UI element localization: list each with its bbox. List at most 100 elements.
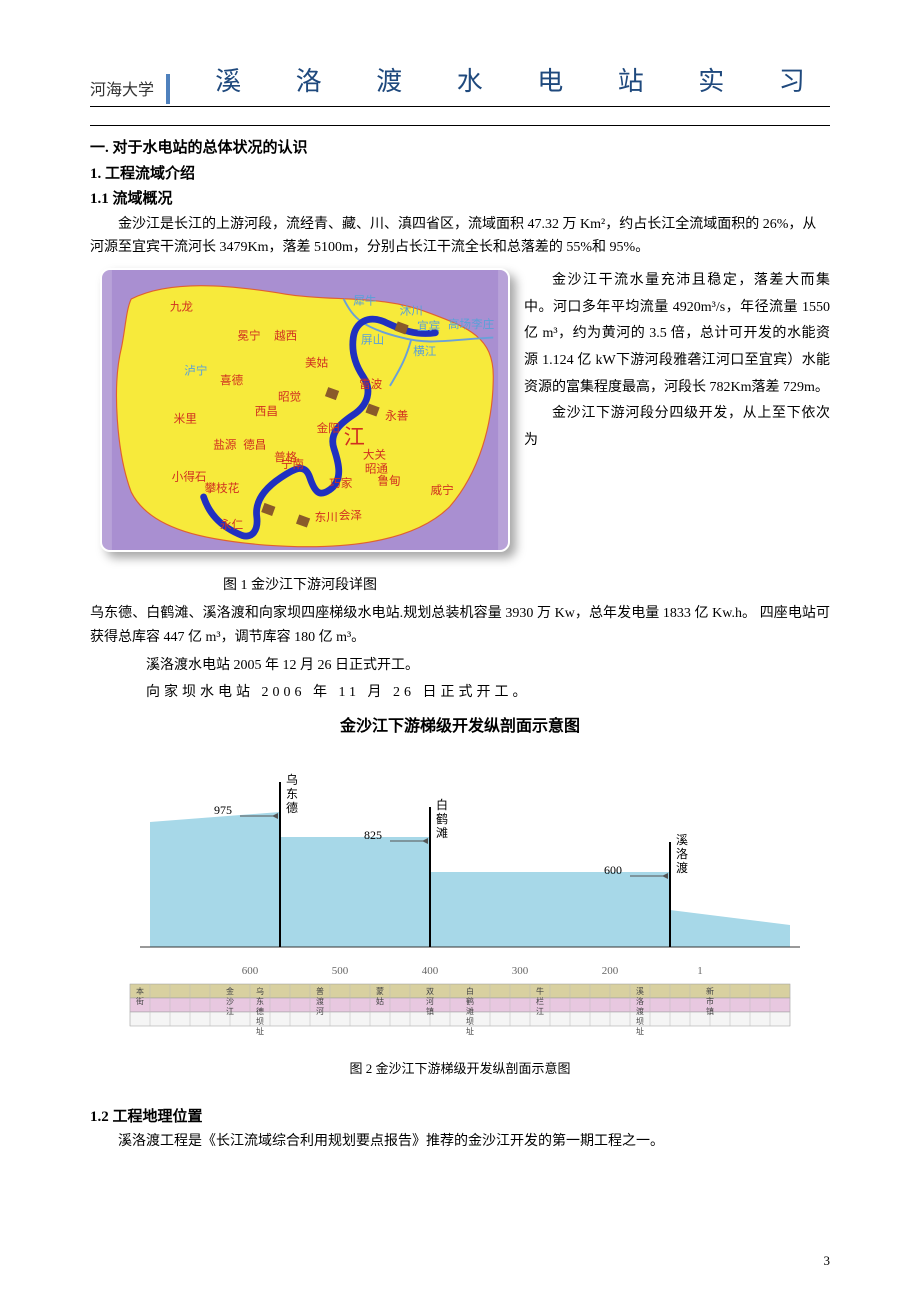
svg-text:普格: 普格 <box>274 450 298 464</box>
page-header: 河海大学 溪 洛 渡 水 电 站 实 习 <box>90 60 830 107</box>
svg-text:德: 德 <box>256 1006 264 1016</box>
svg-text:600: 600 <box>604 863 622 877</box>
svg-text:永善: 永善 <box>385 409 408 423</box>
map-and-sidetext: 九龙冕宁越西喜德米里西昌昭觉盐源德昌宁南小得石攀枝花永仁普格金阳雷波大关昭通鲁甸… <box>90 268 830 598</box>
svg-text:乌: 乌 <box>286 772 298 787</box>
svg-text:溪: 溪 <box>676 833 688 847</box>
svg-text:德昌: 德昌 <box>243 438 266 452</box>
svg-text:江: 江 <box>536 1007 544 1016</box>
svg-text:洛: 洛 <box>676 846 688 861</box>
svg-text:河: 河 <box>426 996 434 1006</box>
paragraph-basin-overview: 金沙江是长江的上游河段，流经青、藏、川、滇四省区，流域面积 47.32 万 Km… <box>90 213 830 261</box>
svg-text:滩: 滩 <box>466 1006 474 1016</box>
section-1-1-heading: 1. 工程流域介绍 <box>90 162 830 188</box>
line-xiangjiaba-start: 向家坝水电站 2006 年 11 月 26 日正式开工。 <box>90 681 830 705</box>
svg-text:沐川: 沐川 <box>400 305 423 318</box>
svg-text:九龙: 九龙 <box>170 301 194 314</box>
svg-text:巧家: 巧家 <box>329 477 353 491</box>
svg-text:金: 金 <box>226 986 234 996</box>
svg-text:威宁: 威宁 <box>431 483 454 497</box>
paragraph-cascade: 乌东德、白鹤滩、溪洛渡和向家坝四座梯级水电站.规划总装机容量 3930 万 Kw… <box>90 602 830 650</box>
map-frame: 九龙冕宁越西喜德米里西昌昭觉盐源德昌宁南小得石攀枝花永仁普格金阳雷波大关昭通鲁甸… <box>100 268 510 552</box>
profile-diagram-title: 金沙江下游梯级开发纵剖面示意图 <box>90 713 830 740</box>
svg-text:825: 825 <box>364 828 382 842</box>
svg-text:李庄: 李庄 <box>471 317 495 331</box>
svg-text:址: 址 <box>256 1026 264 1036</box>
svg-text:街: 街 <box>136 996 144 1006</box>
svg-text:屏山: 屏山 <box>361 334 384 347</box>
svg-text:姑: 姑 <box>376 996 384 1006</box>
svg-text:白: 白 <box>466 986 474 996</box>
svg-text:大关: 大关 <box>363 448 387 462</box>
svg-text:滩: 滩 <box>436 826 448 840</box>
svg-text:美姑: 美姑 <box>305 356 329 370</box>
figure-1-caption: 图 1 金沙江下游河段详图 <box>90 574 510 598</box>
svg-text:栏: 栏 <box>536 996 544 1006</box>
section-1-heading: 一. 对于水电站的总体状况的认识 <box>90 136 830 162</box>
section-1-2-heading: 1.2 工程地理位置 <box>90 1105 830 1131</box>
svg-text:冕宁: 冕宁 <box>237 329 260 343</box>
svg-text:永仁: 永仁 <box>220 518 244 532</box>
svg-text:渡: 渡 <box>316 996 324 1006</box>
svg-text:1: 1 <box>697 965 703 977</box>
figure-2-caption: 图 2 金沙江下游梯级开发纵剖面示意图 <box>90 1058 830 1080</box>
svg-text:400: 400 <box>422 965 439 977</box>
svg-text:洛: 洛 <box>636 996 644 1006</box>
svg-text:米里: 米里 <box>174 413 197 426</box>
profile-svg: 乌东德975白鹤滩825溪洛渡600 <box>100 752 820 962</box>
svg-text:金阳: 金阳 <box>317 421 340 435</box>
svg-text:泸宁: 泸宁 <box>184 364 207 378</box>
svg-text:鲁甸: 鲁甸 <box>377 474 400 488</box>
svg-text:蒙: 蒙 <box>376 986 384 996</box>
paragraph-location: 溪洛渡工程是《长江流域综合利用规划要点报告》推荐的金沙江开发的第一期工程之一。 <box>90 1130 830 1154</box>
svg-text:新: 新 <box>706 986 714 996</box>
svg-text:本: 本 <box>136 986 144 996</box>
svg-text:200: 200 <box>602 965 619 977</box>
section-1-1-1-heading: 1.1 流域概况 <box>90 187 830 213</box>
svg-text:鹤: 鹤 <box>436 811 448 826</box>
figure-2-profile: 乌东德975白鹤滩825溪洛渡600 <box>100 752 820 962</box>
svg-text:盐源: 盐源 <box>213 438 237 452</box>
svg-text:高场: 高场 <box>448 317 471 331</box>
svg-text:横江: 横江 <box>413 344 437 358</box>
header-separator <box>166 74 170 104</box>
svg-text:东川: 东川 <box>315 511 338 524</box>
svg-text:喜德: 喜德 <box>220 373 244 387</box>
header-underline <box>90 125 830 126</box>
svg-text:坝: 坝 <box>636 1017 644 1026</box>
figure-1-container: 九龙冕宁越西喜德米里西昌昭觉盐源德昌宁南小得石攀枝花永仁普格金阳雷波大关昭通鲁甸… <box>90 268 510 598</box>
svg-text:普: 普 <box>316 986 324 996</box>
svg-text:雷波: 雷波 <box>359 378 383 391</box>
svg-text:江: 江 <box>344 425 365 449</box>
header-title: 溪 洛 渡 水 电 站 实 习 <box>194 60 830 104</box>
svg-text:沙: 沙 <box>226 997 234 1006</box>
svg-text:鹤: 鹤 <box>466 996 474 1006</box>
svg-text:牛: 牛 <box>536 986 544 996</box>
svg-text:东: 东 <box>286 787 298 801</box>
svg-text:镇: 镇 <box>426 1006 434 1016</box>
svg-text:白: 白 <box>436 797 448 812</box>
svg-text:越西: 越西 <box>274 329 297 343</box>
svg-text:市: 市 <box>706 996 714 1006</box>
svg-text:攀枝花: 攀枝花 <box>205 481 240 495</box>
svg-text:坝: 坝 <box>466 1017 474 1026</box>
svg-text:坝: 坝 <box>256 1017 264 1026</box>
svg-text:址: 址 <box>636 1026 644 1036</box>
svg-text:300: 300 <box>512 965 529 977</box>
side-para-1: 金沙江干流水量充沛且稳定，落差大而集中。河口多年平均流量 4920m³/s，年径… <box>524 268 830 401</box>
svg-text:犀牛: 犀牛 <box>353 294 376 308</box>
line-xiluodu-start: 溪洛渡水电站 2005 年 12 月 26 日正式开工。 <box>90 654 830 678</box>
svg-text:会泽: 会泽 <box>339 509 363 522</box>
strat-svg: 6005004003002001本街金沙江乌东德坝址普渡河蒙姑双河镇白鹤滩坝址牛… <box>100 962 820 1040</box>
svg-text:500: 500 <box>332 965 349 977</box>
svg-text:德: 德 <box>286 800 298 815</box>
svg-text:江: 江 <box>226 1007 234 1016</box>
svg-text:宜宾: 宜宾 <box>417 319 440 333</box>
svg-text:渡: 渡 <box>636 1006 644 1016</box>
map-svg: 九龙冕宁越西喜德米里西昌昭觉盐源德昌宁南小得石攀枝花永仁普格金阳雷波大关昭通鲁甸… <box>102 270 508 550</box>
svg-text:小得石: 小得石 <box>172 471 207 484</box>
svg-text:昭觉: 昭觉 <box>278 391 301 404</box>
side-column-text: 金沙江干流水量充沛且稳定，落差大而集中。河口多年平均流量 4920m³/s，年径… <box>524 268 830 598</box>
side-para-2: 金沙江下游河段分四级开发，从上至下依次为 <box>524 401 830 454</box>
svg-text:河: 河 <box>316 1006 324 1016</box>
